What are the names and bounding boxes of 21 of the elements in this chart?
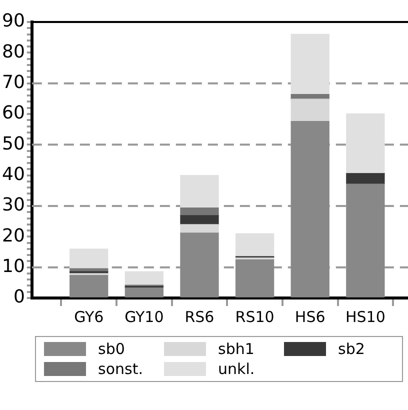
y-tick-label: 80	[2, 41, 25, 62]
legend-label: sb2	[338, 340, 365, 358]
legend-label: unkl.	[218, 360, 255, 378]
y-tick-label: 70	[2, 72, 25, 94]
legend-label: sb0	[98, 340, 125, 358]
y-tick-label: 60	[2, 102, 25, 124]
x-tick-label: GY10	[124, 308, 164, 326]
y-tick-label: 30	[2, 194, 25, 216]
y-tick-label: 40	[2, 164, 25, 186]
y-tick-label: 20	[2, 225, 25, 246]
y-tick-label: 0	[13, 286, 25, 308]
y-tick-label: 10	[2, 256, 25, 278]
x-tick-label: GY6	[74, 308, 104, 326]
legend-label: sbh1	[218, 340, 254, 358]
legend-label: sonst.	[98, 360, 143, 378]
y-tick-label: 50	[2, 133, 25, 154]
x-tick-label: RS10	[235, 308, 274, 326]
y-tick-label: 90	[2, 10, 25, 32]
x-tick-label: RS6	[184, 308, 214, 326]
x-tick-label: HS6	[294, 308, 326, 326]
x-tick-label: HS10	[345, 308, 386, 326]
